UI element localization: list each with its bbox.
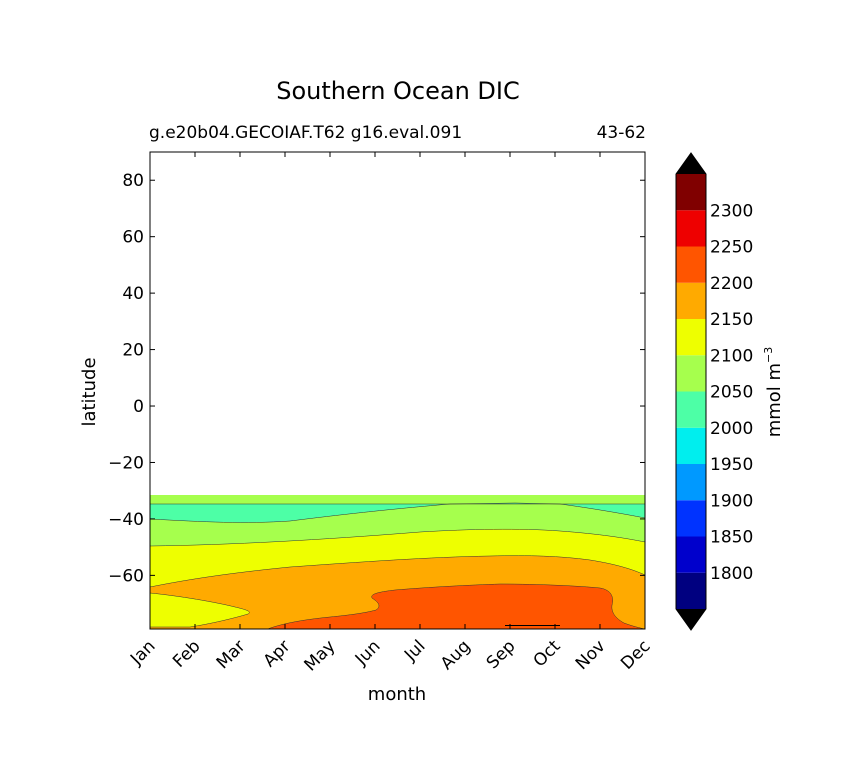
plot-area: Jan Feb Mar Apr May Jun Jul Aug Sep Oct Nov Dec 80 6… bbox=[108, 151, 655, 675]
colorbar-swatch bbox=[676, 246, 706, 283]
colorbar-swatch bbox=[676, 282, 706, 319]
colorbar-tick-label: 1900 bbox=[710, 491, 753, 511]
x-tick-label: Mar bbox=[213, 636, 250, 673]
chart-title: Southern Ocean DIC bbox=[276, 77, 520, 105]
colorbar-swatch bbox=[676, 572, 706, 609]
x-tick-label: Apr bbox=[260, 636, 295, 671]
x-tick-label: Jan bbox=[126, 636, 159, 669]
y-tick-label: 0 bbox=[133, 397, 144, 417]
contour-region-2200-2250 bbox=[266, 583, 645, 629]
colorbar-swatch bbox=[676, 427, 706, 464]
colorbar-extend-min bbox=[676, 609, 706, 630]
y-tick-label: −60 bbox=[108, 566, 144, 586]
colorbar-swatch bbox=[676, 500, 706, 537]
colorbar-tick-label: 1950 bbox=[710, 455, 753, 475]
colorbar: 1800 1850 1900 1950 2000 2050 2100 2150 2200 2250… bbox=[675, 152, 753, 631]
y-axis-label: latitude bbox=[79, 357, 100, 426]
x-tick-label: Feb bbox=[169, 636, 204, 671]
colorbar-tick-label: 2250 bbox=[710, 238, 753, 258]
x-tick-label: Jul bbox=[400, 636, 429, 665]
y-tick-label: 20 bbox=[122, 341, 144, 361]
colorbar-label: mmol m−3 bbox=[762, 347, 785, 438]
x-tick-label: Jun bbox=[351, 636, 385, 670]
chart-subtitle-right: 43-62 bbox=[597, 123, 646, 143]
colorbar-swatch bbox=[676, 319, 706, 356]
plot-frame bbox=[149, 151, 646, 630]
colorbar-swatch bbox=[676, 391, 706, 428]
x-tick-label: Dec bbox=[617, 636, 654, 673]
x-axis-label: month bbox=[368, 684, 426, 705]
y-tick-label: 40 bbox=[122, 284, 144, 304]
colorbar-tick-label: 2050 bbox=[710, 383, 753, 403]
chart-subtitle-left: g.e20b04.GECOIAF.T62 g16.eval.091 bbox=[149, 123, 462, 143]
y-tick-label: 60 bbox=[122, 228, 144, 248]
colorbar-outline bbox=[675, 152, 707, 631]
colorbar-tick-label: 2100 bbox=[710, 346, 753, 366]
x-tick-label: Aug bbox=[437, 636, 475, 674]
colorbar-tick-label: 2300 bbox=[710, 201, 753, 221]
x-tick-label: Nov bbox=[572, 636, 610, 674]
contour-fill-group bbox=[150, 495, 645, 629]
colorbar-tick-label: 2000 bbox=[710, 419, 753, 439]
colorbar-tick-label: 1850 bbox=[710, 528, 753, 548]
colorbar-swatch bbox=[676, 536, 706, 573]
colorbar-extend-max bbox=[676, 153, 706, 174]
x-tick-label: Sep bbox=[483, 636, 520, 673]
y-tick-label: −40 bbox=[108, 510, 144, 530]
contour-region-2000-2050 bbox=[150, 502, 645, 523]
y-tick-label: −20 bbox=[108, 453, 144, 473]
colorbar-swatch bbox=[676, 174, 706, 211]
contour-region-2100-2150-pocket bbox=[150, 592, 250, 628]
colorbar-label-text: mmol m bbox=[764, 363, 785, 437]
colorbar-tick-label: 1800 bbox=[710, 564, 753, 584]
colorbar-swatch bbox=[676, 210, 706, 247]
colorbar-tick-label: 2150 bbox=[710, 310, 753, 330]
colorbar-swatch bbox=[676, 464, 706, 501]
y-tick-label: 80 bbox=[122, 171, 144, 191]
x-tick-label: Oct bbox=[530, 636, 565, 671]
colorbar-swatch bbox=[676, 355, 706, 392]
colorbar-label-superscript: −3 bbox=[762, 347, 775, 363]
colorbar-tick-label: 2200 bbox=[710, 274, 753, 294]
x-tick-label: May bbox=[301, 636, 340, 675]
y-axis: 80 60 40 20 0 −20 −40 −60 bbox=[108, 171, 645, 586]
